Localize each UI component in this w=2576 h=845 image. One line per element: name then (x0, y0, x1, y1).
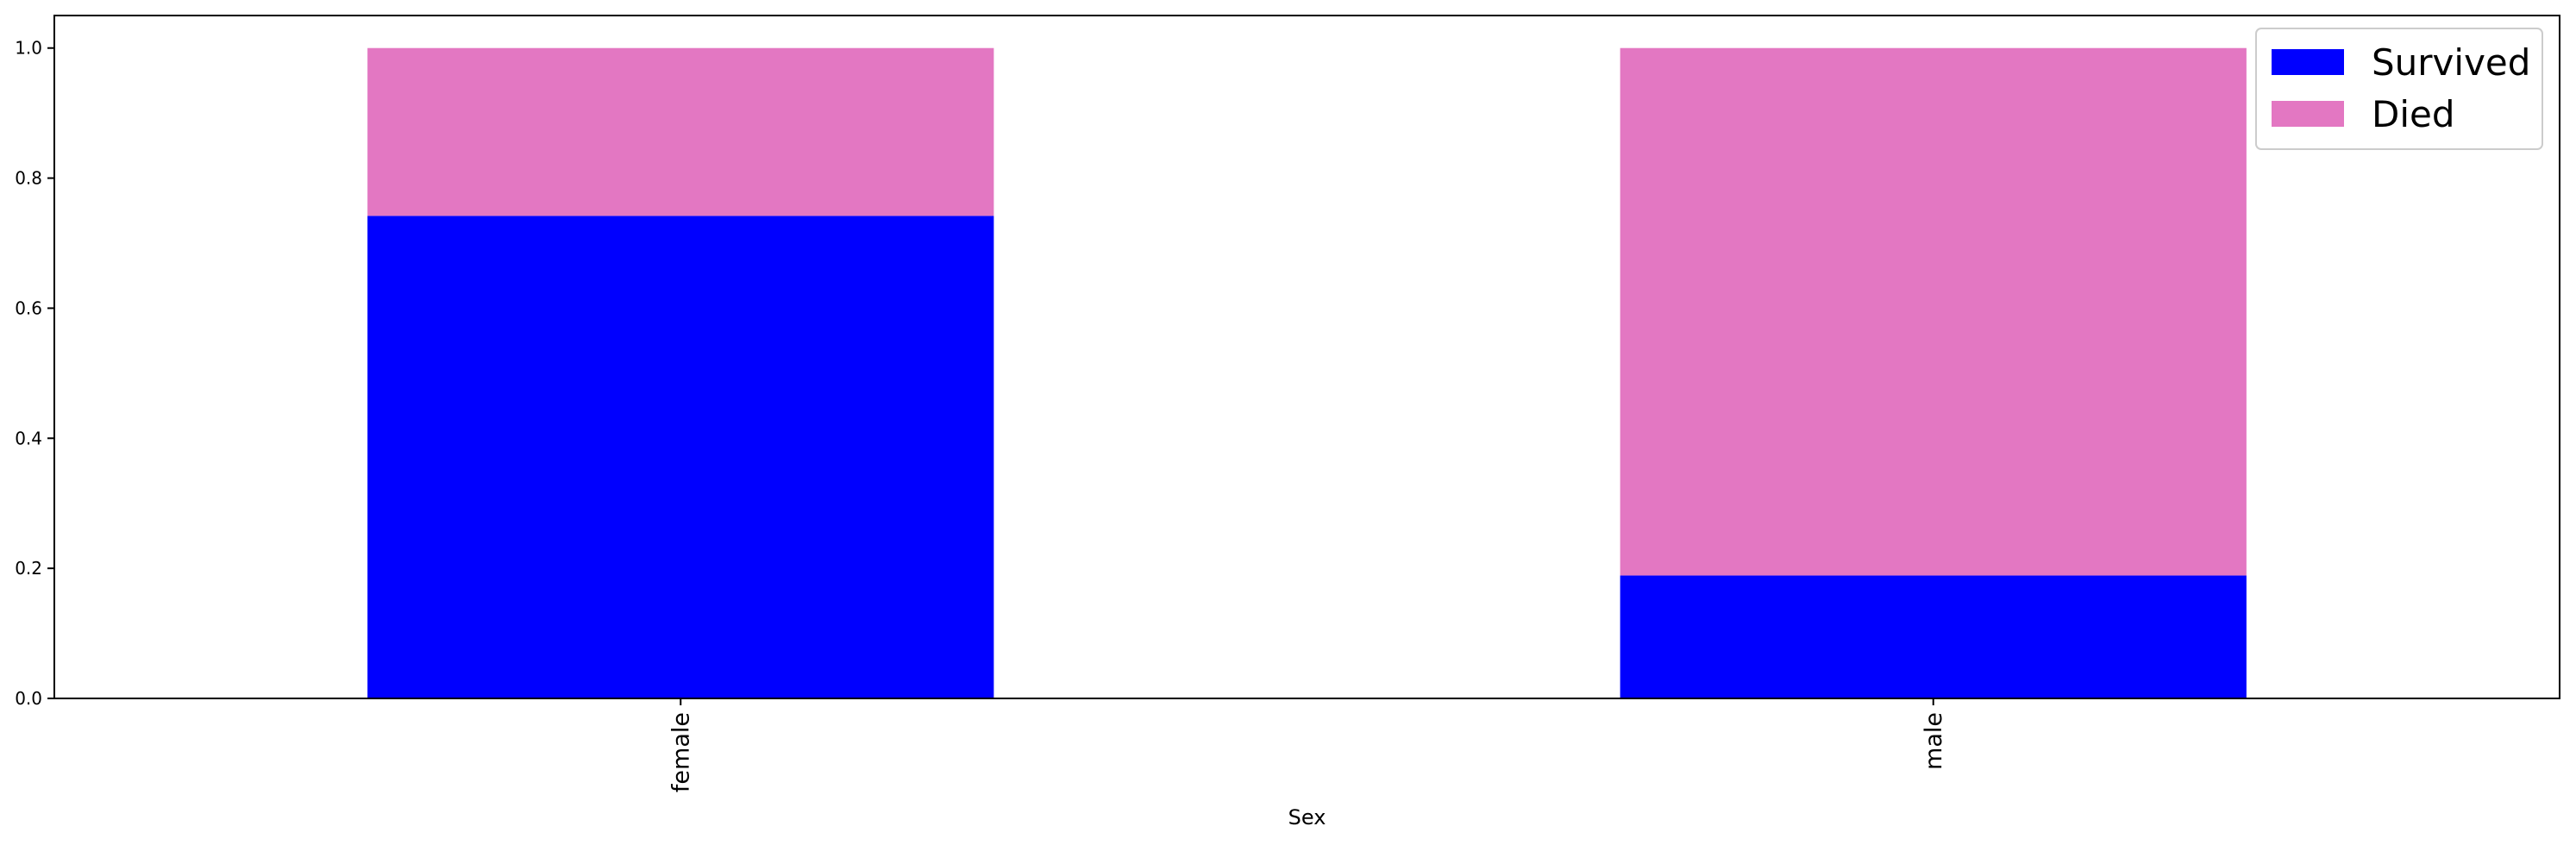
bar-male-survived (1620, 575, 2247, 698)
legend-label-died: Died (2372, 93, 2455, 135)
y-tick-label: 0.2 (15, 558, 42, 579)
y-tick-label: 0.0 (15, 688, 42, 709)
plot-frame (53, 15, 2560, 699)
y-tick-label: 1.0 (15, 38, 42, 59)
bar-female-survived (367, 216, 994, 698)
x-tick-label: female (668, 712, 694, 792)
bar-male-died (1620, 47, 2247, 576)
y-axis: 0.0 0.2 0.4 0.6 0.8 1.0 (15, 38, 54, 709)
x-axis: female male (668, 698, 1947, 792)
legend-swatch-died (2272, 101, 2344, 127)
bar-female-died (367, 47, 994, 216)
y-tick-label: 0.6 (15, 297, 42, 318)
legend-swatch-survived (2272, 49, 2344, 75)
bars-layer (367, 47, 2247, 698)
y-tick-label: 0.4 (15, 428, 42, 448)
legend: Survived Died (2255, 28, 2543, 150)
y-tick-label: 0.8 (15, 168, 42, 189)
x-axis-label: Sex (1288, 805, 1326, 829)
x-tick-label: male (1921, 712, 1947, 770)
legend-label-survived: Survived (2372, 41, 2530, 84)
